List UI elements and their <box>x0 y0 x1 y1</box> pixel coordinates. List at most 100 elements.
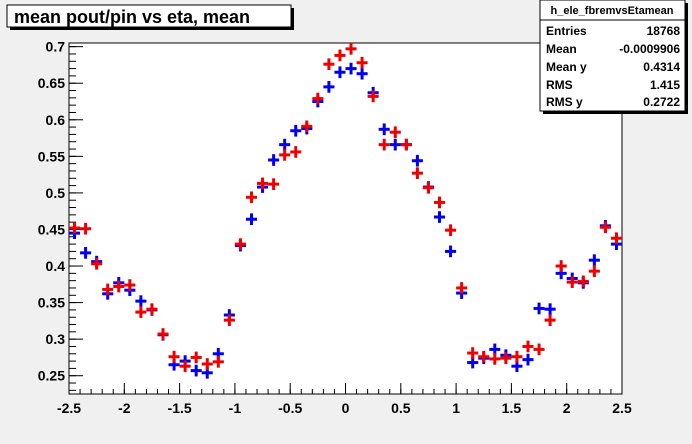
x-tick-label: 1 <box>452 400 460 416</box>
blue-series-point <box>544 303 556 316</box>
blue-series-point <box>135 295 147 307</box>
blue-series-point <box>445 245 457 258</box>
x-tick-label: -2 <box>118 400 131 416</box>
title-box: mean pout/pin vs eta, mean <box>6 4 294 30</box>
red-series-point <box>533 343 545 356</box>
red-series-point <box>190 351 202 364</box>
red-series-point <box>522 340 534 353</box>
red-series-point <box>433 196 446 209</box>
red-series-point <box>157 328 169 340</box>
red-series-point <box>223 314 235 326</box>
blue-series-point <box>80 247 92 259</box>
red-series-point <box>124 279 136 291</box>
blue-series-point <box>433 211 446 223</box>
red-series-point <box>268 178 280 190</box>
red-series-point <box>367 90 379 103</box>
stats-label-rms: RMS <box>546 78 573 92</box>
axes: -2.5 -2 -1.5 -1 -0.5 0 0.5 1 1.5 2 2.5 0.25 0.3 0.35 0… <box>38 39 632 416</box>
plot-frame <box>68 42 623 395</box>
x-tick-label: -1 <box>229 400 242 416</box>
x-tick-label: -1.5 <box>168 400 192 416</box>
blue-series-point <box>334 66 346 79</box>
red-series-point <box>168 350 180 363</box>
red-series-point <box>445 224 457 237</box>
red-series-point <box>212 355 224 368</box>
red-series-point <box>599 221 611 234</box>
red-series-point <box>389 126 401 139</box>
red-series-point <box>610 232 622 245</box>
y-tick-label: 0.6 <box>46 112 66 128</box>
red-series-point <box>500 352 512 365</box>
blue-series-point <box>378 123 390 136</box>
red-series-point <box>511 350 523 363</box>
x-tick-label: -2.5 <box>57 400 81 416</box>
red-series-point <box>146 303 158 316</box>
red-series-point <box>69 222 81 234</box>
blue-series-point <box>323 81 335 93</box>
stats-label-mean: Mean <box>546 42 577 56</box>
blue-series-point <box>190 364 202 377</box>
y-tick-label: 0.25 <box>38 368 65 384</box>
red-series-point <box>411 167 423 180</box>
red-series-point <box>566 276 578 288</box>
red-series-point <box>80 222 92 235</box>
red-series-point <box>456 282 468 294</box>
red-series-point <box>245 191 258 204</box>
red-series-point <box>323 58 335 71</box>
red-series-point <box>489 353 501 365</box>
red-series-point <box>400 138 412 151</box>
stats-value-rms-y: 0.2722 <box>643 95 680 109</box>
stats-value-rms: 1.415 <box>650 78 680 92</box>
x-tick-label: 2 <box>563 400 571 416</box>
x-tick-label: 0 <box>342 400 350 416</box>
blue-series-point <box>279 138 291 151</box>
blue-series-point <box>245 213 258 226</box>
stats-title: h_ele_fbremvsEtamean <box>551 5 674 17</box>
blue-series-point <box>522 353 534 366</box>
red-series-point <box>135 306 147 318</box>
y-tick-label: 0.35 <box>38 295 65 311</box>
blue-series-point <box>356 67 368 80</box>
chart-title: mean pout/pin vs eta, mean <box>14 7 250 27</box>
y-tick-label: 0.4 <box>46 258 66 274</box>
red-series-point <box>301 120 313 133</box>
blue-series-point <box>588 254 600 267</box>
x-tick-label: 0.5 <box>391 400 411 416</box>
stats-label-mean-y: Mean y <box>546 60 587 74</box>
red-series-point <box>478 350 490 363</box>
blue-series-point <box>268 154 280 166</box>
y-tick-label: 0.5 <box>46 185 66 201</box>
red-series-point <box>201 358 213 370</box>
y-tick-label: 0.3 <box>46 331 66 347</box>
y-tick-label: 0.45 <box>38 221 65 237</box>
red-series-point <box>312 92 324 105</box>
blue-series-point <box>389 138 401 151</box>
stats-value-mean-y: 0.4314 <box>643 60 680 74</box>
red-series-point <box>102 283 114 296</box>
red-series-point <box>257 177 269 190</box>
red-series-point <box>91 257 103 270</box>
data-points <box>69 43 622 379</box>
red-series-point <box>378 138 390 151</box>
x-tick-label: 2.5 <box>612 400 632 416</box>
y-tick-label: 0.7 <box>46 39 66 55</box>
red-series-point <box>588 265 600 277</box>
red-series-point <box>334 49 346 62</box>
red-series-point <box>555 260 567 272</box>
red-series-point <box>290 146 302 158</box>
red-series-point <box>279 149 291 161</box>
blue-series-point <box>290 124 302 137</box>
red-series-point <box>544 314 556 326</box>
blue-series-point <box>411 154 423 167</box>
y-tick-label: 0.55 <box>38 148 65 164</box>
blue-series-point <box>533 302 545 315</box>
red-series-point <box>113 280 125 293</box>
stats-label-rms-y: RMS y <box>546 95 583 109</box>
x-tick-label: -0.5 <box>278 400 302 416</box>
red-series-point <box>179 360 191 373</box>
x-tick-label: 1.5 <box>502 400 522 416</box>
red-series-point <box>345 43 357 55</box>
red-series-point <box>356 56 368 69</box>
red-series-point <box>577 275 589 288</box>
y-tick-label: 0.65 <box>38 75 65 91</box>
